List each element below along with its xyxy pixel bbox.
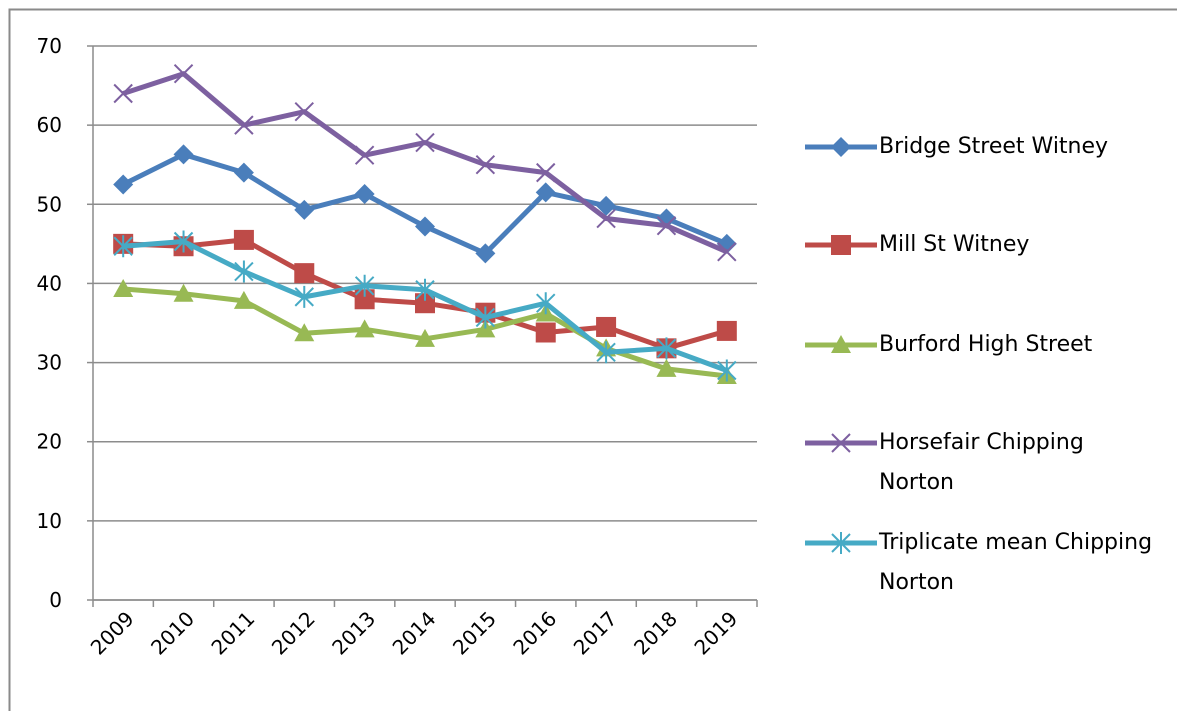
y-tick-label: 10	[37, 509, 62, 533]
legend-swatch	[805, 235, 877, 255]
x-tick-label: 2015	[448, 607, 501, 660]
marker	[536, 162, 556, 183]
marker	[113, 83, 133, 104]
x-tick-label: 2017	[569, 607, 622, 660]
marker	[656, 337, 677, 360]
x-tick-label: 2010	[146, 607, 199, 660]
y-tick-label: 60	[37, 113, 62, 137]
legend-label: Burford High Street	[879, 332, 1093, 357]
y-tick-label: 0	[49, 588, 62, 612]
marker	[354, 145, 375, 165]
marker	[656, 215, 677, 236]
legend-swatch	[805, 137, 877, 157]
marker	[475, 155, 496, 175]
y-tick-label: 20	[37, 430, 62, 454]
frame	[8, 8, 1177, 711]
marker	[415, 293, 435, 314]
marker	[717, 242, 737, 262]
marker	[596, 195, 617, 216]
marker	[294, 323, 315, 342]
marker	[173, 283, 194, 302]
marker	[535, 182, 556, 203]
legend-item: Mill St Witney	[805, 225, 1159, 265]
marker	[234, 260, 254, 283]
marker	[596, 316, 617, 337]
marker	[354, 289, 375, 310]
marker	[656, 358, 677, 377]
marker	[831, 433, 851, 453]
marker	[113, 174, 134, 195]
x-tick-label: 2009	[86, 607, 139, 660]
legend-label: Bridge Street Witney	[879, 134, 1109, 159]
marker	[234, 115, 254, 135]
marker	[831, 137, 851, 157]
marker	[831, 235, 851, 255]
marker	[831, 532, 851, 554]
x-tick-label: 2013	[327, 607, 380, 660]
marker	[294, 199, 315, 220]
marker	[831, 335, 851, 353]
legend-swatch	[805, 532, 877, 554]
marker	[415, 278, 435, 301]
legend-swatch	[805, 335, 877, 353]
legend-item: Horsefair Chipping Norton	[805, 423, 1159, 503]
marker	[354, 274, 375, 297]
marker	[475, 243, 496, 264]
marker	[294, 263, 315, 284]
x-tick-label: 2019	[689, 607, 742, 660]
marker	[415, 328, 435, 347]
legend-item: Bridge Street Witney	[805, 127, 1159, 167]
legend-swatch	[805, 433, 877, 453]
x-tick-label: 2014	[388, 607, 441, 660]
marker	[173, 144, 194, 165]
marker	[233, 229, 254, 250]
legend-label: Mill St Witney	[879, 232, 1030, 257]
marker	[354, 183, 375, 204]
y-tick-label: 50	[37, 192, 62, 216]
marker	[717, 359, 737, 382]
marker	[294, 101, 314, 122]
x-tick-label: 2016	[508, 607, 561, 660]
y-tick-label: 40	[37, 271, 62, 295]
marker	[173, 63, 194, 84]
marker	[596, 341, 616, 364]
legend-item: Triplicate mean Chipping Norton	[805, 523, 1159, 603]
marker	[415, 216, 435, 237]
marker	[716, 320, 737, 341]
x-tick-label: 2018	[629, 607, 682, 660]
marker	[233, 162, 254, 183]
y-tick-label: 70	[37, 34, 62, 58]
legend-item: Burford High Street	[805, 325, 1159, 365]
marker	[536, 292, 556, 315]
y-tick-label: 30	[37, 351, 62, 375]
marker	[173, 230, 194, 253]
marker	[294, 285, 314, 308]
marker	[233, 290, 254, 309]
legend-label: Horsefair Chipping Norton	[879, 430, 1084, 495]
marker	[113, 235, 133, 258]
marker	[475, 306, 496, 329]
x-tick-label: 2011	[206, 607, 259, 660]
marker	[113, 278, 134, 297]
marker	[596, 208, 616, 229]
legend-label: Triplicate mean Chipping Norton	[879, 530, 1153, 595]
marker	[415, 132, 435, 153]
marker	[535, 322, 556, 343]
x-tick-label: 2012	[267, 607, 320, 660]
marker	[354, 319, 375, 338]
